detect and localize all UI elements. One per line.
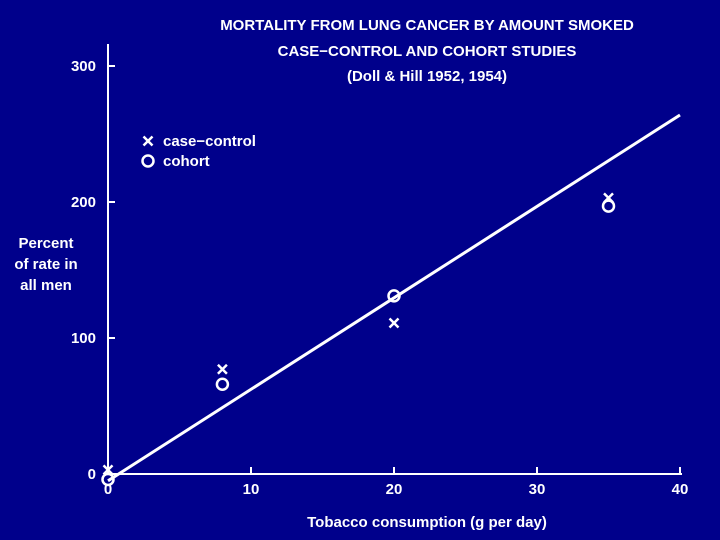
x-marker-stroke <box>142 135 154 147</box>
y-axis-label-line-2: of rate in <box>14 256 77 273</box>
y-tick-label: 100 <box>71 330 96 347</box>
fit-line <box>107 113 681 483</box>
y-axis-label-line-1: Percent <box>18 235 73 252</box>
x-tick-label: 20 <box>386 481 403 498</box>
y-tick-label: 300 <box>71 58 96 75</box>
x-tick-label: 0 <box>104 481 112 498</box>
axes: 0 10 20 30 40 0 100 200 300 <box>71 44 688 498</box>
case-control-point <box>217 363 228 375</box>
legend-x-marker <box>142 135 154 147</box>
x-marker-stroke <box>102 464 114 476</box>
y-axis-label: Percent of rate in all men <box>14 235 77 294</box>
title-line-2: CASE−CONTROL AND COHORT STUDIES <box>278 43 577 60</box>
y-axis-label-line-3: all men <box>20 277 72 294</box>
x-axis-label: Tobacco consumption (g per day) <box>307 514 547 531</box>
cohort-point <box>215 377 230 391</box>
x-marker-stroke <box>388 317 400 329</box>
y-tick-label: 0 <box>88 466 96 483</box>
cohort-point <box>387 289 401 303</box>
cohort-point <box>101 472 115 487</box>
legend-label: case−control <box>163 133 256 150</box>
cohort-point <box>601 199 616 213</box>
data-points <box>101 192 616 487</box>
legend-label: cohort <box>163 153 210 170</box>
legend-o-marker <box>141 154 155 168</box>
case-control-point <box>102 464 114 476</box>
title-line-1: MORTALITY FROM LUNG CANCER BY AMOUNT SMO… <box>220 17 634 34</box>
x-tick-label: 40 <box>672 481 689 498</box>
y-tick-label: 200 <box>71 194 96 211</box>
fit-line-group <box>107 113 681 483</box>
legend: case−control cohort <box>141 133 256 170</box>
x-tick-label: 10 <box>243 481 260 498</box>
chart-title: MORTALITY FROM LUNG CANCER BY AMOUNT SMO… <box>220 17 634 85</box>
title-line-3: (Doll & Hill 1952, 1954) <box>347 68 507 85</box>
x-tick-label: 30 <box>529 481 546 498</box>
case-control-point <box>388 317 400 329</box>
x-marker-stroke <box>217 363 228 375</box>
